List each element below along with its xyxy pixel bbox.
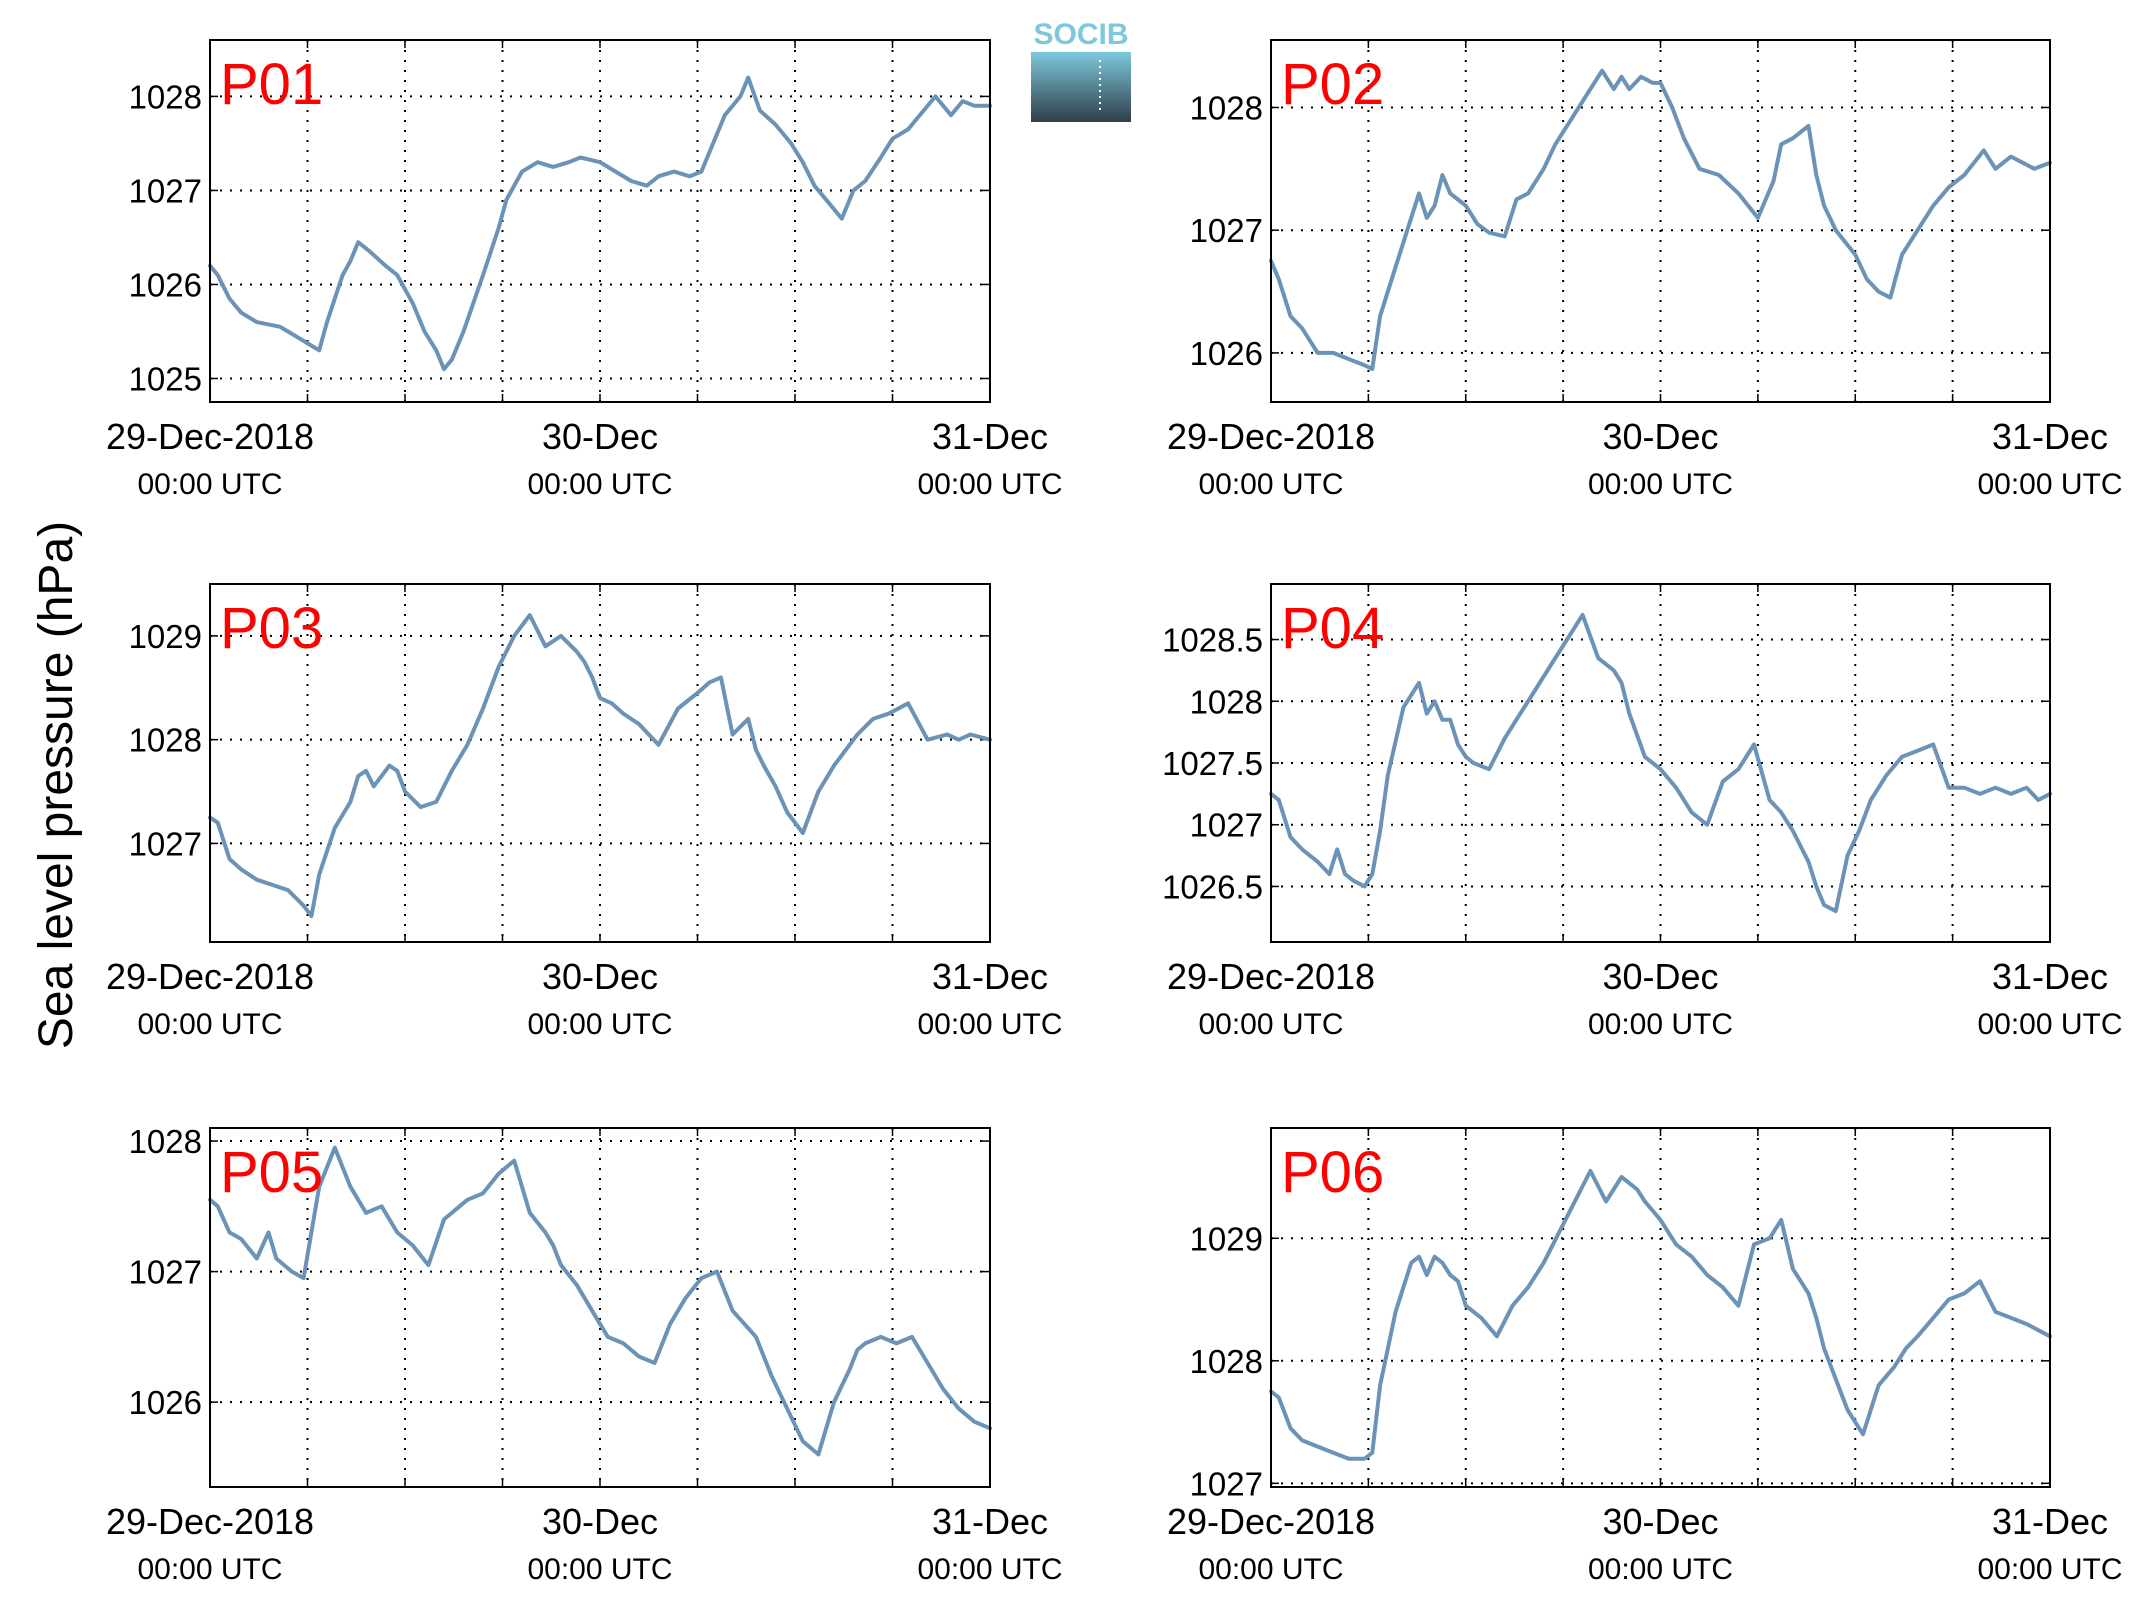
y-tick-label: 1027: [129, 1254, 202, 1291]
y-tick-label: 1027.5: [1162, 745, 1263, 782]
x-tick-label-time: 00:00 UTC: [917, 468, 1062, 501]
plot-frame: [1270, 583, 2051, 943]
x-tick-label-time: 00:00 UTC: [917, 1008, 1062, 1041]
plot-frame: [1270, 39, 2051, 403]
x-tick-label-time: 00:00 UTC: [1588, 1008, 1733, 1041]
socib-logo: SOCIB: [1031, 18, 1131, 122]
y-tick-label: 1028: [129, 78, 202, 115]
y-tick-label: 1028: [129, 1123, 202, 1160]
x-tick-label-date: 30-Dec: [1602, 1501, 1718, 1542]
x-tick-label-time: 00:00 UTC: [137, 1008, 282, 1041]
x-tick-label-time: 00:00 UTC: [527, 1008, 672, 1041]
y-tick-label: 1026: [129, 1384, 202, 1421]
x-tick-label-time: 00:00 UTC: [527, 468, 672, 501]
plot-frame: [1270, 1127, 2051, 1488]
panel-label: P03: [220, 596, 323, 661]
x-tick-label-time: 00:00 UTC: [1198, 468, 1343, 501]
series-line: [208, 1145, 992, 1457]
panel-label: P02: [1281, 52, 1384, 117]
y-tick-label: 1028: [1190, 1343, 1263, 1380]
x-tick-label-time: 00:00 UTC: [1977, 1008, 2122, 1041]
x-tick-label-date: 29-Dec-2018: [1167, 416, 1375, 457]
series-line: [1269, 612, 2052, 914]
x-tick-label-date: 31-Dec: [1992, 956, 2108, 997]
x-tick-label-date: 29-Dec-2018: [106, 416, 314, 457]
y-tick-label: 1027: [129, 172, 202, 209]
x-tick-label-date: 29-Dec-2018: [1167, 1501, 1375, 1542]
x-tick-label-time: 00:00 UTC: [1198, 1008, 1343, 1041]
x-tick-label-time: 00:00 UTC: [1588, 1553, 1733, 1586]
x-tick-label-date: 30-Dec: [1602, 416, 1718, 457]
logo-graphic: [1031, 52, 1131, 122]
panel-p03: 1027 1028 1029 29-Dec-2018 00:00 UTC 30-Dec 00…: [106, 583, 1063, 1041]
panel-p04: 1026.5 1027 1027.5 1028 1028.5 29-Dec-2018 00:…: [1162, 583, 2123, 1041]
y-tick-label: 1026: [129, 266, 202, 303]
x-tick-label-date: 30-Dec: [542, 956, 658, 997]
y-tick-label: 1027: [1190, 1465, 1263, 1502]
y-tick-label: 1029: [1190, 1220, 1263, 1257]
x-tick-label-time: 00:00 UTC: [137, 1553, 282, 1586]
series-line: [1269, 68, 2052, 371]
panel-label: P06: [1281, 1140, 1384, 1205]
x-tick-label-time: 00:00 UTC: [1977, 1553, 2122, 1586]
y-tick-label: 1027: [1190, 807, 1263, 844]
x-tick-label-date: 31-Dec: [932, 416, 1048, 457]
series-line: [208, 613, 992, 919]
x-tick-label-date: 30-Dec: [542, 1501, 658, 1542]
panel-p06: 1027 1028 1029 29-Dec-2018 00:00 UTC 30-Dec 00…: [1167, 1127, 2123, 1586]
x-tick-label-date: 29-Dec-2018: [106, 1501, 314, 1542]
y-tick-label: 1028: [129, 722, 202, 759]
panel-p02: 1026 1027 1028 29-Dec-2018 00:00 UTC 30-Dec 00…: [1167, 39, 2123, 501]
x-tick-label-date: 29-Dec-2018: [1167, 956, 1375, 997]
x-tick-label-time: 00:00 UTC: [527, 1553, 672, 1586]
y-tick-label: 1029: [129, 618, 202, 655]
y-tick-label: 1026.5: [1162, 868, 1263, 905]
panels: 1025 1026 1027 1028 29-Dec-2018 00:00 UTC 30-D…: [106, 39, 2123, 1586]
plot-frame: [209, 583, 991, 943]
panel-label: P04: [1281, 596, 1384, 661]
y-tick-label: 1027: [129, 825, 202, 862]
series-line: [208, 75, 992, 372]
x-tick-label-date: 31-Dec: [932, 956, 1048, 997]
x-tick-label-date: 31-Dec: [932, 1501, 1048, 1542]
x-tick-label-time: 00:00 UTC: [1588, 468, 1733, 501]
panel-label: P05: [220, 1140, 323, 1205]
y-tick-label: 1026: [1190, 335, 1263, 372]
x-tick-label-date: 31-Dec: [1992, 416, 2108, 457]
x-tick-label-date: 30-Dec: [1602, 956, 1718, 997]
y-tick-label: 1028.5: [1162, 622, 1263, 659]
y-tick-label: 1028: [1190, 683, 1263, 720]
panel-p01: 1025 1026 1027 1028 29-Dec-2018 00:00 UTC 30-D…: [106, 39, 1063, 501]
logo-text: SOCIB: [1033, 18, 1128, 51]
x-tick-label-time: 00:00 UTC: [917, 1553, 1062, 1586]
x-tick-label-time: 00:00 UTC: [1198, 1553, 1343, 1586]
y-tick-label: 1028: [1190, 89, 1263, 126]
plot-frame: [209, 1127, 991, 1488]
y-tick-label: 1025: [129, 360, 202, 397]
y-axis-label: Sea level pressure (hPa): [30, 521, 83, 1049]
panel-label: P01: [220, 52, 323, 117]
x-tick-label-time: 00:00 UTC: [1977, 468, 2122, 501]
series-line: [1269, 1168, 2052, 1461]
x-tick-label-date: 30-Dec: [542, 416, 658, 457]
x-tick-label-time: 00:00 UTC: [137, 468, 282, 501]
x-tick-label-date: 29-Dec-2018: [106, 956, 314, 997]
y-tick-label: 1027: [1190, 212, 1263, 249]
plot-frame: [209, 39, 991, 403]
panel-p05: 1026 1027 1028 29-Dec-2018 00:00 UTC 30-Dec 00…: [106, 1123, 1063, 1586]
x-tick-label-date: 31-Dec: [1992, 1501, 2108, 1542]
